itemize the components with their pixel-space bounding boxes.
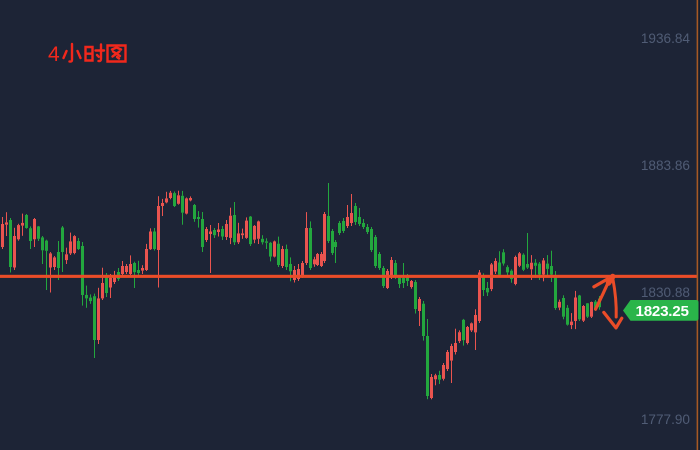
svg-text:1823.25: 1823.25 [636,303,690,320]
svg-text:4: 4 [48,43,60,66]
svg-text:1936.84: 1936.84 [641,31,691,46]
svg-text:1830.88: 1830.88 [641,285,690,300]
svg-text:1883.86: 1883.86 [641,158,690,173]
svg-text:1777.90: 1777.90 [641,412,691,427]
